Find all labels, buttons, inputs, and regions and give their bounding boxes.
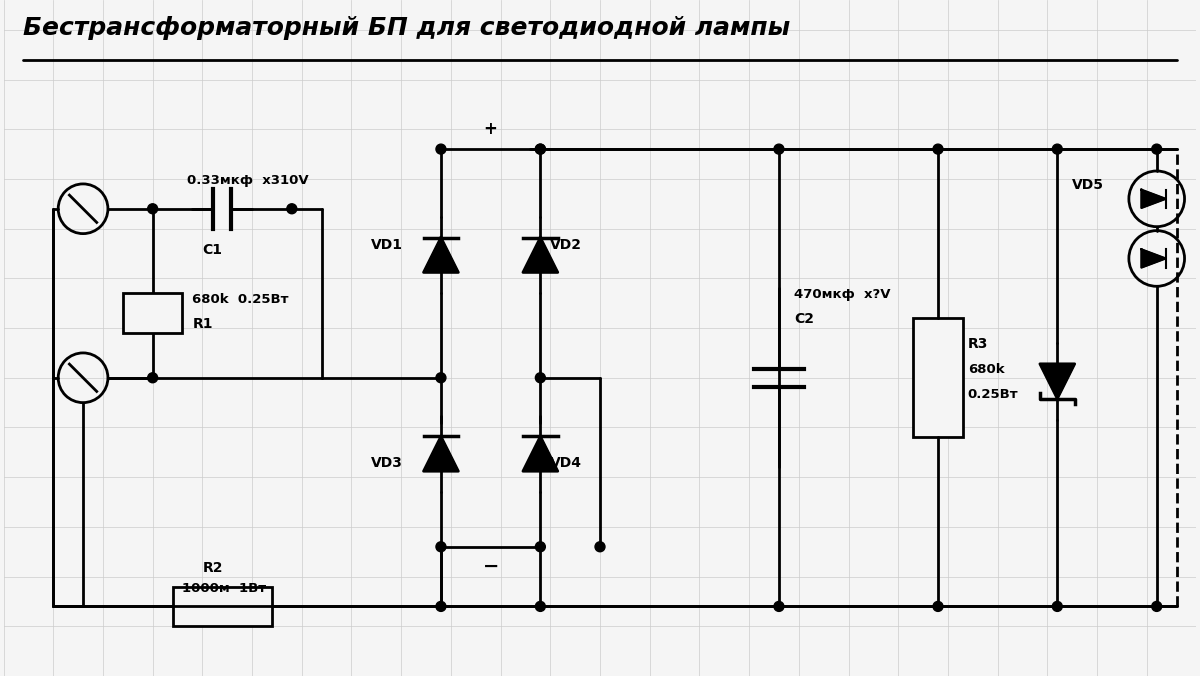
Text: −: −	[482, 556, 499, 576]
Text: R3: R3	[968, 337, 988, 351]
Circle shape	[436, 372, 446, 383]
Text: VD4: VD4	[551, 456, 582, 470]
FancyBboxPatch shape	[122, 293, 182, 333]
Text: 680k  0.25Вт: 680k 0.25Вт	[192, 293, 289, 306]
Circle shape	[934, 602, 943, 611]
Text: C1: C1	[203, 243, 222, 256]
Text: VD5: VD5	[1073, 178, 1104, 192]
Text: C2: C2	[794, 312, 814, 326]
Polygon shape	[424, 437, 458, 471]
Circle shape	[148, 372, 157, 383]
Text: R2: R2	[203, 560, 223, 575]
Circle shape	[287, 203, 296, 214]
Polygon shape	[1141, 249, 1166, 268]
Text: VD1: VD1	[371, 237, 403, 251]
Text: 680k: 680k	[968, 363, 1004, 376]
FancyBboxPatch shape	[913, 318, 962, 437]
Circle shape	[934, 144, 943, 154]
Circle shape	[436, 144, 446, 154]
Text: VD3: VD3	[371, 456, 403, 470]
Circle shape	[774, 602, 784, 611]
Circle shape	[535, 144, 545, 154]
Text: 0.33мкф  х310V: 0.33мкф х310V	[187, 174, 310, 187]
Circle shape	[535, 602, 545, 611]
FancyBboxPatch shape	[173, 587, 272, 626]
Text: +: +	[484, 120, 498, 138]
Polygon shape	[1040, 364, 1075, 399]
Polygon shape	[1141, 190, 1166, 208]
Circle shape	[774, 144, 784, 154]
Text: 470мкф  х?V: 470мкф х?V	[794, 288, 890, 301]
Circle shape	[535, 372, 545, 383]
Circle shape	[535, 541, 545, 552]
Circle shape	[436, 602, 446, 611]
Circle shape	[535, 144, 545, 154]
Text: 0.25Вт: 0.25Вт	[968, 387, 1019, 401]
Circle shape	[595, 541, 605, 552]
Circle shape	[1052, 144, 1062, 154]
Polygon shape	[523, 237, 558, 272]
Circle shape	[1052, 602, 1062, 611]
Polygon shape	[523, 437, 558, 471]
Circle shape	[1152, 144, 1162, 154]
Polygon shape	[424, 237, 458, 272]
Text: R1: R1	[192, 317, 212, 331]
Text: VD2: VD2	[551, 237, 582, 251]
Circle shape	[436, 541, 446, 552]
Text: Бестрансформаторный БП для светодиодной лампы: Бестрансформаторный БП для светодиодной …	[24, 16, 791, 40]
Text: 1000м  1Вт: 1000м 1Вт	[182, 581, 266, 594]
Circle shape	[1152, 602, 1162, 611]
Circle shape	[148, 203, 157, 214]
